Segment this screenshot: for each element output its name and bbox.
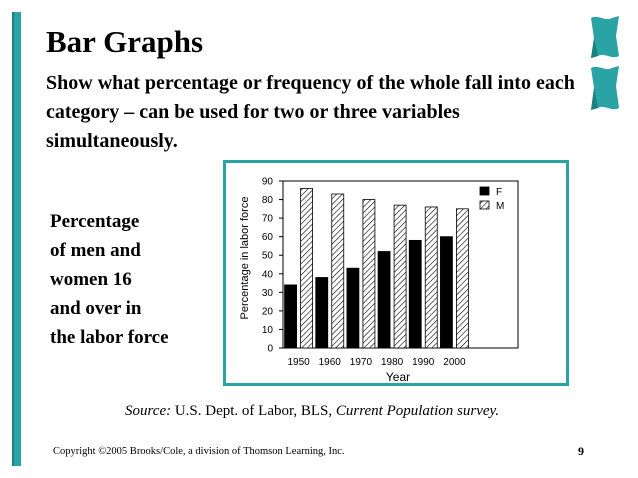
legend-swatch	[479, 200, 490, 210]
chart-frame: Percentage in labor force Year 0 10 20 30 40…	[223, 160, 569, 386]
legend-swatch	[479, 186, 490, 196]
y-tick-label: 20	[262, 306, 274, 317]
source-organization: U.S. Dept. of Labor, BLS,	[171, 403, 336, 419]
labor-force-bar-chart: Percentage in labor force Year 0 10 20 30 40…	[239, 177, 519, 383]
y-tick-label: 30	[262, 288, 274, 299]
x-tick-label: 1960	[319, 357, 342, 368]
x-tick-label: 1980	[381, 357, 404, 368]
x-tick-label: 1950	[287, 357, 310, 368]
bar-male	[300, 188, 313, 349]
bar-female	[377, 251, 391, 349]
y-tick-label: 90	[262, 177, 274, 188]
legend-label: M	[496, 201, 504, 212]
x-axis-label: Year	[386, 370, 410, 383]
y-tick-label: 60	[262, 232, 274, 243]
legend-label: F	[496, 187, 502, 198]
x-tick-label: 2000	[443, 357, 466, 368]
source-label: Source:	[125, 403, 172, 419]
left-accent-bar	[12, 12, 21, 466]
bar-male	[393, 204, 407, 349]
bar-male	[331, 193, 345, 349]
description-line: and over in	[50, 298, 142, 319]
description-line: Percentage	[50, 211, 140, 232]
bar-female	[346, 267, 360, 349]
ribbon-decoration-icon	[591, 16, 619, 110]
slide-subtitle: Show what percentage or frequency of the…	[46, 72, 575, 152]
x-tick-label: 1990	[412, 357, 435, 368]
bar-female	[284, 284, 297, 349]
chart-description: Percentage of men and women 16 and over …	[50, 207, 220, 352]
copyright-footer: Copyright ©2005 Brooks/Cole, a division …	[53, 446, 345, 457]
bar-female	[440, 236, 453, 349]
x-tick-label: 1970	[350, 357, 373, 368]
description-line: of men and	[50, 240, 141, 261]
description-line: women 16	[50, 269, 132, 290]
bar-male	[362, 199, 376, 349]
y-tick-label: 0	[267, 344, 273, 355]
y-tick-label: 40	[262, 269, 274, 280]
y-tick-label: 70	[262, 214, 274, 225]
description-line: the labor force	[50, 327, 169, 348]
bar-male	[424, 206, 438, 349]
bar-female	[408, 239, 422, 349]
slide-title: Bar Graphs	[46, 24, 204, 59]
page-number: 9	[578, 444, 584, 458]
bar-male	[456, 208, 469, 349]
source-citation: Source: U.S. Dept. of Labor, BLS, Curren…	[125, 403, 499, 420]
y-tick-label: 80	[262, 195, 274, 206]
y-tick-label: 10	[262, 325, 274, 336]
y-tick-label: 50	[262, 251, 274, 262]
source-survey-title: Current Population survey.	[335, 403, 500, 419]
y-axis-label: Percentage in labor force	[239, 197, 251, 320]
bar-female	[315, 277, 329, 349]
